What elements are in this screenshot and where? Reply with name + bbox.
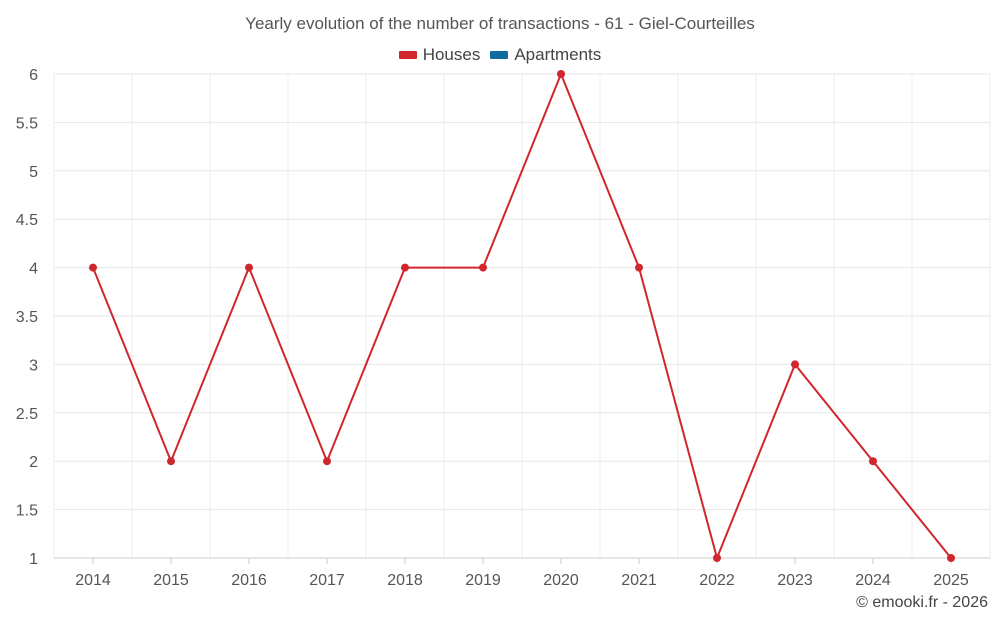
data-point-houses bbox=[89, 263, 97, 272]
data-point-houses bbox=[791, 360, 799, 369]
legend-label-houses: Houses bbox=[422, 45, 481, 64]
x-tick-label: 2015 bbox=[153, 572, 189, 589]
y-tick-label: 3 bbox=[29, 357, 38, 374]
data-point-houses bbox=[557, 70, 565, 78]
series-line-houses bbox=[92, 73, 952, 559]
x-tick-label: 2014 bbox=[75, 572, 111, 589]
x-tick-label: 2019 bbox=[465, 572, 501, 589]
y-tick-label: 1.5 bbox=[16, 503, 38, 520]
chart-legend: Houses Apartments bbox=[0, 45, 1000, 65]
y-tick-label: 5.5 bbox=[16, 115, 38, 132]
data-point-houses bbox=[947, 554, 955, 562]
y-tick-label: 6 bbox=[29, 67, 38, 84]
x-tick-label: 2023 bbox=[777, 572, 813, 589]
y-tick-label: 2.5 bbox=[16, 406, 38, 423]
legend-item-apartments[interactable]: Apartments bbox=[490, 45, 601, 65]
x-tick-label: 2017 bbox=[309, 572, 345, 589]
x-tick-label: 2025 bbox=[933, 572, 969, 589]
legend-label-apartments: Apartments bbox=[514, 45, 602, 64]
data-point-houses bbox=[167, 457, 175, 466]
copyright-credit: © emooki.fr - 2026 bbox=[856, 594, 988, 611]
legend-swatch-apartments bbox=[490, 51, 509, 59]
y-tick-label: 4.5 bbox=[16, 212, 38, 229]
data-point-houses bbox=[479, 263, 487, 272]
data-point-houses bbox=[713, 554, 721, 562]
data-point-houses bbox=[245, 263, 253, 272]
x-tick-label: 2016 bbox=[231, 572, 267, 589]
x-tick-label: 2021 bbox=[621, 572, 657, 589]
data-point-houses bbox=[323, 457, 331, 466]
chart-title: Yearly evolution of the number of transa… bbox=[245, 14, 755, 33]
x-tick-label: 2018 bbox=[387, 572, 423, 589]
x-tick-label: 2020 bbox=[543, 572, 579, 589]
x-tick-label: 2022 bbox=[699, 572, 735, 589]
y-tick-label: 2 bbox=[29, 454, 38, 471]
data-point-houses bbox=[401, 263, 409, 272]
y-tick-label: 4 bbox=[29, 261, 38, 278]
y-tick-label: 5 bbox=[29, 164, 38, 181]
x-tick-label: 2024 bbox=[855, 572, 891, 589]
legend-swatch-houses bbox=[398, 51, 417, 59]
y-tick-label: 3.5 bbox=[16, 309, 38, 326]
y-tick-label: 1 bbox=[29, 551, 38, 568]
data-point-houses bbox=[869, 457, 877, 466]
legend-item-houses[interactable]: Houses bbox=[398, 45, 481, 65]
data-point-houses bbox=[635, 263, 643, 272]
